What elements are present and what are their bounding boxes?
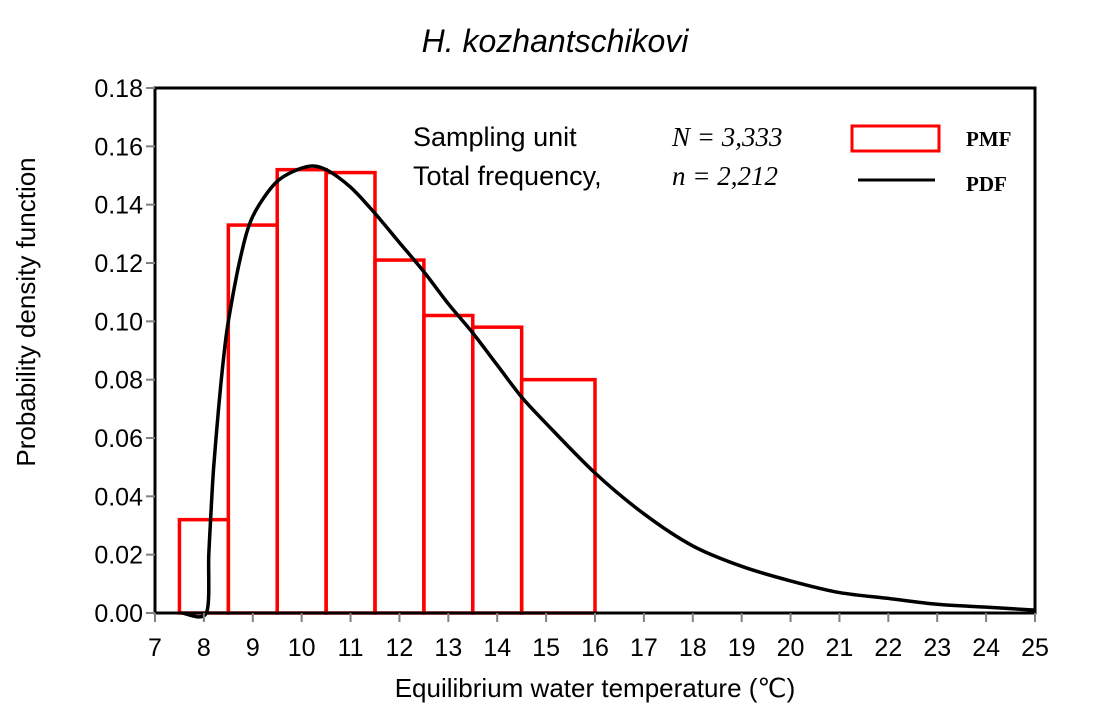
x-tick-label: 11: [338, 634, 364, 662]
total-frequency-value: n = 2,212: [672, 161, 778, 191]
pdf-curve: [181, 164, 1036, 619]
x-tick-label: 23: [923, 634, 951, 662]
x-tick-label: 13: [434, 634, 462, 662]
pmf-bar: [519, 377, 597, 615]
y-tick-label: 0.04: [94, 483, 143, 511]
pmf-bar: [373, 258, 426, 615]
pmf-bar: [422, 313, 475, 615]
x-tick-label: 7: [148, 634, 162, 662]
y-tick-label: 0.08: [94, 367, 143, 395]
x-tick-label: 12: [386, 634, 414, 662]
x-tick-label: 20: [777, 634, 805, 662]
y-tick-label: 0.18: [94, 75, 143, 103]
y-tick-label: 0.10: [94, 308, 143, 336]
pmf-bar: [471, 325, 524, 615]
y-tick-label: 0.02: [94, 542, 143, 570]
annotation: Sampling unit N = 3,333 Total frequency,…: [413, 122, 782, 191]
y-tick-label: 0.12: [94, 250, 143, 278]
x-tick-label: 19: [728, 634, 756, 662]
x-axis: 7 8 9 10 11 12 13 14 15 16 17 18 19 20 21 22 23 24 25: [148, 613, 1049, 662]
x-tick-label: 22: [874, 634, 902, 662]
x-tick-label: 15: [532, 634, 560, 662]
x-tick-label: 17: [630, 634, 658, 662]
sampling-unit-label: Sampling unit: [413, 122, 577, 152]
pmf-bar: [275, 167, 328, 615]
y-tick-label: 0.16: [94, 133, 143, 161]
y-axis-label: Probability density function: [11, 157, 41, 466]
pmf-bar: [324, 170, 377, 615]
x-tick-label: 8: [197, 634, 211, 662]
y-axis: 0.00 0.02 0.04 0.06 0.08 0.10 0.12 0.14 0.16 0.18: [94, 75, 155, 628]
x-axis-label: Equilibrium water temperature (℃): [395, 673, 796, 703]
pmf-bar: [177, 517, 231, 615]
x-tick-label: 25: [1021, 634, 1049, 662]
legend-pmf-swatch: [850, 124, 941, 153]
x-tick-label: 24: [972, 634, 1000, 662]
x-tick-label: 21: [826, 634, 854, 662]
legend-pmf-label: PMF: [966, 127, 1011, 151]
total-frequency-label: Total frequency,: [413, 161, 602, 191]
y-tick-label: 0.00: [94, 600, 143, 628]
x-tick-label: 18: [679, 634, 707, 662]
legend: PMF PDF: [850, 124, 1011, 196]
x-tick-label: 16: [581, 634, 609, 662]
y-tick-label: 0.14: [94, 192, 143, 220]
pmf-bars: [177, 167, 597, 615]
chart-title: H. kozhantschikovi: [422, 23, 690, 59]
x-tick-label: 9: [246, 634, 260, 662]
x-tick-label: 14: [483, 634, 511, 662]
x-tick-label: 10: [288, 634, 316, 662]
legend-pdf-label: PDF: [966, 172, 1007, 196]
y-tick-label: 0.06: [94, 425, 143, 453]
sampling-unit-value: N = 3,333: [671, 122, 782, 152]
